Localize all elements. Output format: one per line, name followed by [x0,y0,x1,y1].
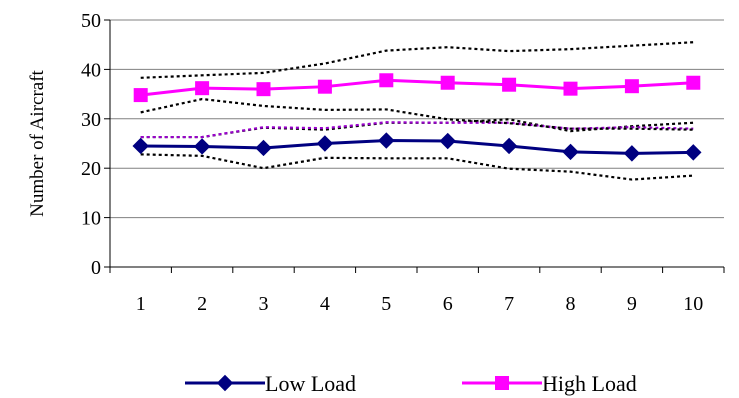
y-tick-label: 50 [81,10,101,32]
data-point-high-load [563,81,578,96]
band-line [140,121,694,139]
data-point-high-load [440,75,455,90]
data-point-low-load [562,143,579,161]
legend-marker-low-load [216,374,234,392]
x-tick-label: 2 [197,293,207,315]
legend-label-low-load: Low Load [265,371,356,396]
data-point-high-load [686,75,701,90]
x-tick-label: 7 [504,293,514,315]
y-tick-label: 10 [81,208,101,230]
legend-marker-high-load [495,376,509,390]
x-tick-label: 9 [627,293,637,315]
data-point-low-load [500,137,518,155]
legend-label-high-load: High Load [542,371,637,396]
data-series [132,73,702,162]
band-line [140,97,694,131]
data-point-low-load [193,138,211,155]
data-point-high-load [133,88,148,103]
data-point-low-load [132,137,149,155]
y-tick-label: 30 [81,109,101,131]
y-tick-label: 0 [91,257,101,279]
y-axis-title: Number of Aircraft [27,69,48,216]
data-point-high-load [195,81,210,96]
data-point-low-load [316,135,334,152]
data-point-high-load [317,79,332,94]
x-tick-label: 3 [259,293,269,315]
legend: Low Load High Load [185,371,637,396]
x-tick-label: 8 [566,293,576,315]
data-point-high-load [256,82,271,97]
data-point-low-load [685,144,702,161]
y-tick-label: 20 [81,158,101,180]
confidence-bands [140,41,694,181]
x-tick-label: 1 [136,293,146,315]
y-tick-label: 40 [81,59,101,81]
x-tick-label: 6 [443,293,453,315]
band-line [140,153,694,181]
x-tick-label: 5 [381,293,391,315]
series-line-low-load [140,139,694,155]
gridlines [110,19,724,219]
data-point-high-load [379,73,394,88]
data-point-low-load [378,132,395,149]
x-tick-label: 10 [683,293,703,315]
data-point-low-load [623,145,641,162]
axes: 0 10 20 30 40 50 1 2 3 4 5 6 7 8 9 10 [81,10,725,315]
data-point-low-load [255,139,272,157]
band-line [140,41,694,79]
data-point-high-load [624,79,639,94]
data-point-low-load [439,132,456,150]
series-line-high-load [140,78,694,97]
data-point-high-load [502,77,517,92]
x-tick-label: 4 [320,293,330,315]
